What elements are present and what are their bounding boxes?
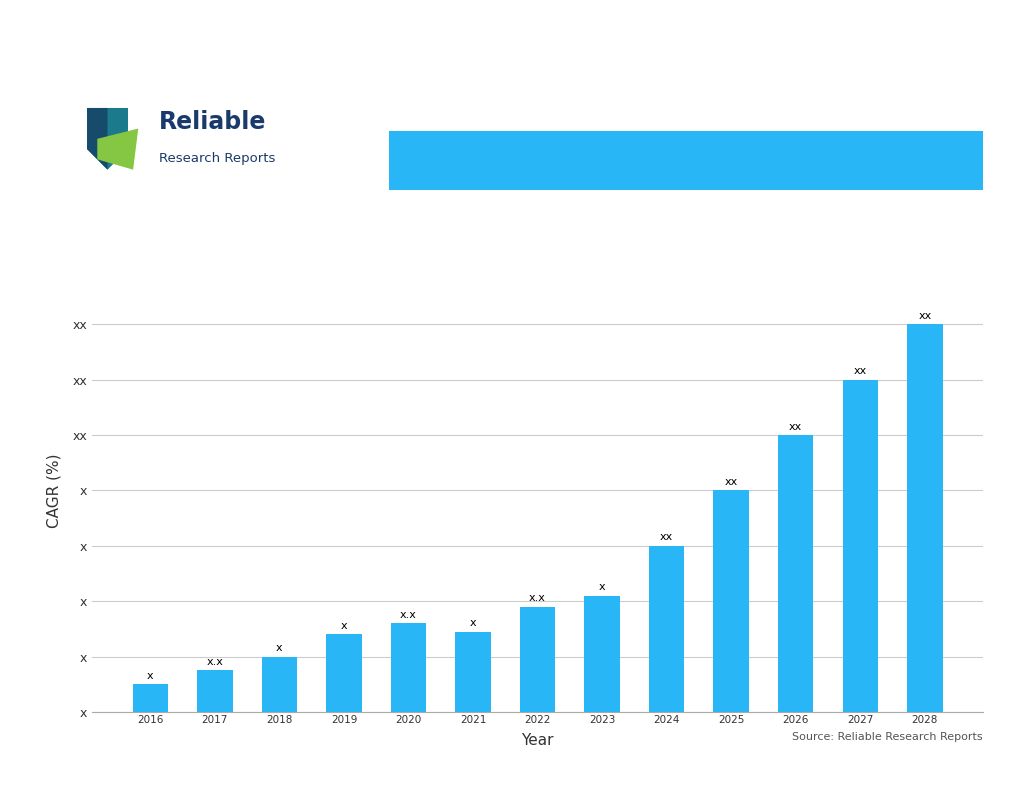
Text: xx: xx (790, 422, 803, 432)
Text: x: x (341, 621, 347, 631)
Y-axis label: CAGR (%): CAGR (%) (46, 453, 61, 528)
Text: Source: Reliable Research Reports: Source: Reliable Research Reports (793, 732, 983, 742)
Bar (262, 657, 297, 712)
Text: Research Reports: Research Reports (159, 152, 275, 165)
Text: x: x (147, 671, 154, 681)
Text: x: x (470, 619, 476, 628)
Bar (843, 380, 878, 712)
Text: x.x: x.x (529, 593, 546, 604)
Polygon shape (97, 128, 138, 169)
Polygon shape (87, 108, 128, 169)
Text: xx: xx (660, 532, 674, 543)
Bar (391, 623, 426, 712)
Bar (520, 607, 555, 712)
Text: x.x: x.x (207, 657, 223, 667)
Bar (456, 631, 490, 712)
Polygon shape (87, 108, 108, 169)
Text: Reliable: Reliable (159, 110, 266, 134)
Bar (649, 546, 684, 712)
Bar (907, 324, 942, 712)
Bar (198, 670, 232, 712)
Text: xx: xx (725, 477, 738, 487)
Text: xx: xx (854, 366, 867, 377)
Bar (133, 684, 168, 712)
X-axis label: Year: Year (521, 733, 554, 748)
Text: x: x (599, 582, 605, 592)
Bar (327, 634, 361, 712)
FancyBboxPatch shape (389, 131, 983, 190)
Text: x: x (276, 643, 283, 653)
Text: x.x: x.x (400, 610, 417, 620)
Text: xx: xx (919, 311, 932, 321)
Bar (585, 596, 620, 712)
Bar (778, 435, 813, 712)
Bar (714, 490, 749, 712)
